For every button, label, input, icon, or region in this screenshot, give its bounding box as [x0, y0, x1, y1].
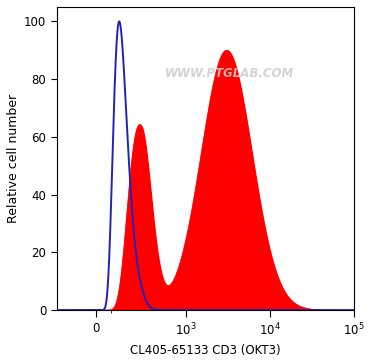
- Text: WWW.PTGLAB.COM: WWW.PTGLAB.COM: [165, 67, 294, 80]
- Y-axis label: Relative cell number: Relative cell number: [7, 94, 20, 223]
- X-axis label: CL405-65133 CD3 (OKT3): CL405-65133 CD3 (OKT3): [130, 344, 281, 357]
